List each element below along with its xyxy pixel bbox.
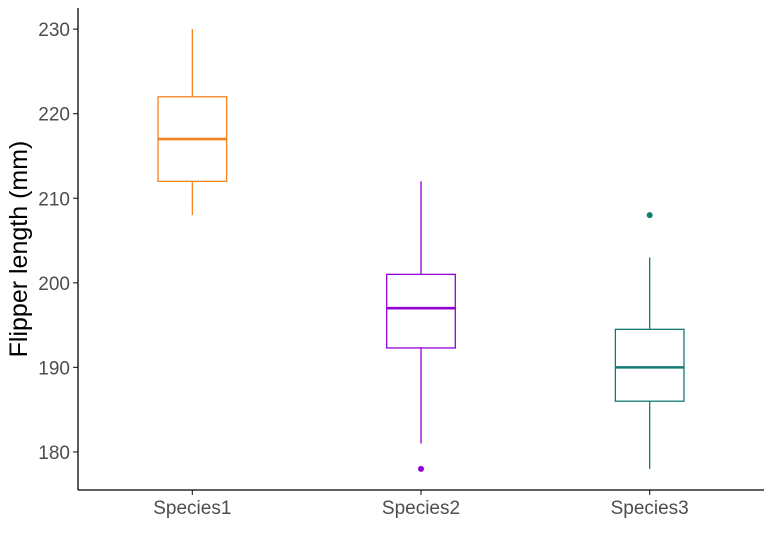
- box-species1: [157, 29, 228, 216]
- y-tick-label: 200: [38, 274, 70, 295]
- y-axis-ticks: 180 190 200 210 220 230: [38, 20, 78, 464]
- box-body: [614, 328, 685, 402]
- box-species3: [614, 212, 685, 469]
- y-tick-label: 180: [38, 443, 70, 464]
- y-tick-label: 190: [38, 358, 70, 379]
- y-tick-label: 210: [38, 189, 70, 210]
- x-tick-label: Species3: [611, 498, 689, 519]
- box-series: [157, 29, 685, 472]
- x-axis-ticks: Species1 Species2 Species3: [153, 490, 689, 519]
- box-body: [386, 273, 456, 349]
- y-axis-title: Flipper length (mm): [5, 141, 33, 358]
- outlier-point: [418, 465, 424, 472]
- x-tick-label: Species2: [382, 498, 460, 519]
- box-species2: [386, 181, 456, 472]
- x-tick-label: Species1: [153, 498, 231, 519]
- outlier-point: [646, 212, 653, 219]
- y-tick-label: 220: [38, 105, 70, 126]
- y-tick-label: 230: [38, 20, 70, 41]
